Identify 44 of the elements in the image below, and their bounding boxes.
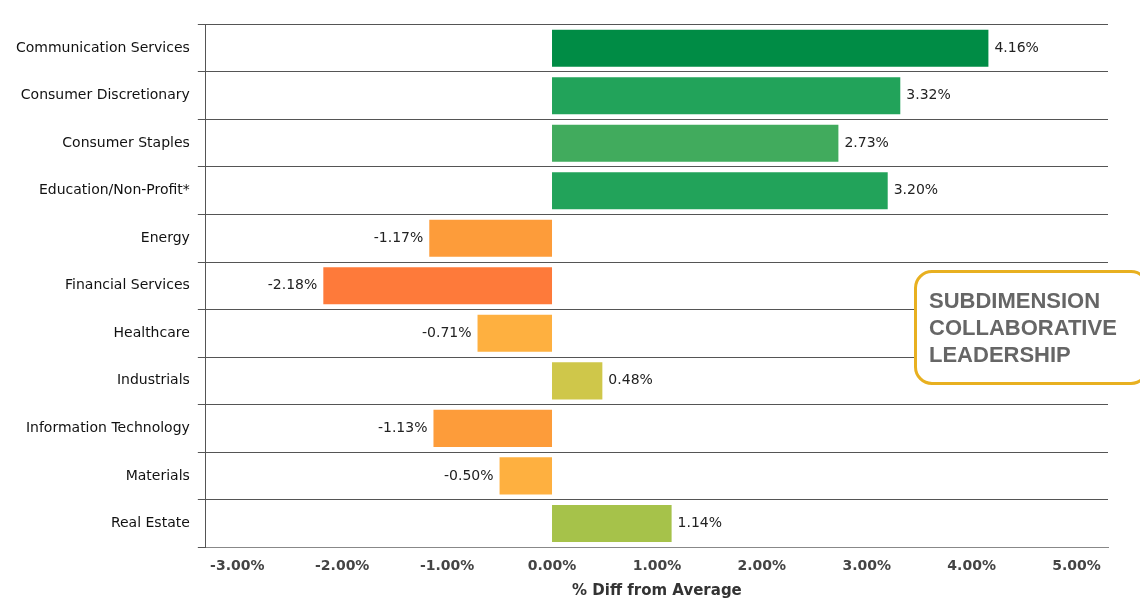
bar: [429, 219, 553, 257]
bar: [477, 314, 553, 352]
data-label: 3.20%: [893, 181, 939, 198]
y-tick-label: Consumer Staples: [62, 133, 190, 150]
bar: [323, 267, 553, 305]
bar: [552, 124, 839, 162]
y-tick-label: Energy: [140, 228, 190, 245]
data-label: 1.14%: [677, 514, 723, 531]
x-axis-title: % Diff from Average: [572, 580, 742, 599]
bar: [552, 362, 603, 400]
x-tick-label: 4.00%: [947, 557, 996, 574]
x-tick-label: 5.00%: [1052, 557, 1101, 574]
y-tick-label: Materials: [125, 466, 190, 483]
x-tick-label: -3.00%: [210, 557, 265, 574]
data-label: -1.13%: [377, 419, 428, 436]
x-tick-label: 3.00%: [842, 557, 892, 574]
bar: [433, 409, 553, 447]
y-tick-label: Financial Services: [65, 276, 190, 293]
bar: [499, 457, 553, 495]
y-tick-label: Communication Services: [15, 38, 190, 55]
bar: [552, 29, 989, 67]
y-tick-label: Industrials: [116, 371, 190, 388]
data-label: -0.50%: [444, 466, 494, 483]
x-tick-label: -2.00%: [315, 557, 370, 574]
x-tick-label: 2.00%: [737, 557, 787, 574]
bar: [552, 172, 888, 210]
data-label: 2.73%: [844, 133, 889, 150]
bar: [552, 504, 672, 542]
data-label: 3.32%: [906, 86, 951, 103]
y-tick-label: Education/Non-Profit*: [38, 181, 190, 198]
x-tick-label: 0.00%: [527, 557, 577, 574]
annotation: SUBDIMENSION COLLABORATIVE LEADERSHIP: [914, 270, 1140, 385]
y-tick-label: Healthcare: [113, 323, 190, 340]
y-tick-label: Real Estate: [110, 514, 190, 531]
data-label: -1.17%: [373, 228, 424, 245]
data-label: -0.71%: [422, 323, 472, 340]
data-label: 0.48%: [608, 371, 653, 388]
data-label: -2.18%: [267, 276, 318, 293]
x-tick-label: 1.00%: [632, 557, 682, 574]
data-label: 4.16%: [994, 38, 1039, 55]
bar: [552, 77, 901, 115]
y-tick-label: Consumer Discretionary: [20, 86, 190, 103]
x-tick-label: -1.00%: [419, 557, 475, 574]
y-tick-label: Information Technology: [25, 419, 190, 436]
